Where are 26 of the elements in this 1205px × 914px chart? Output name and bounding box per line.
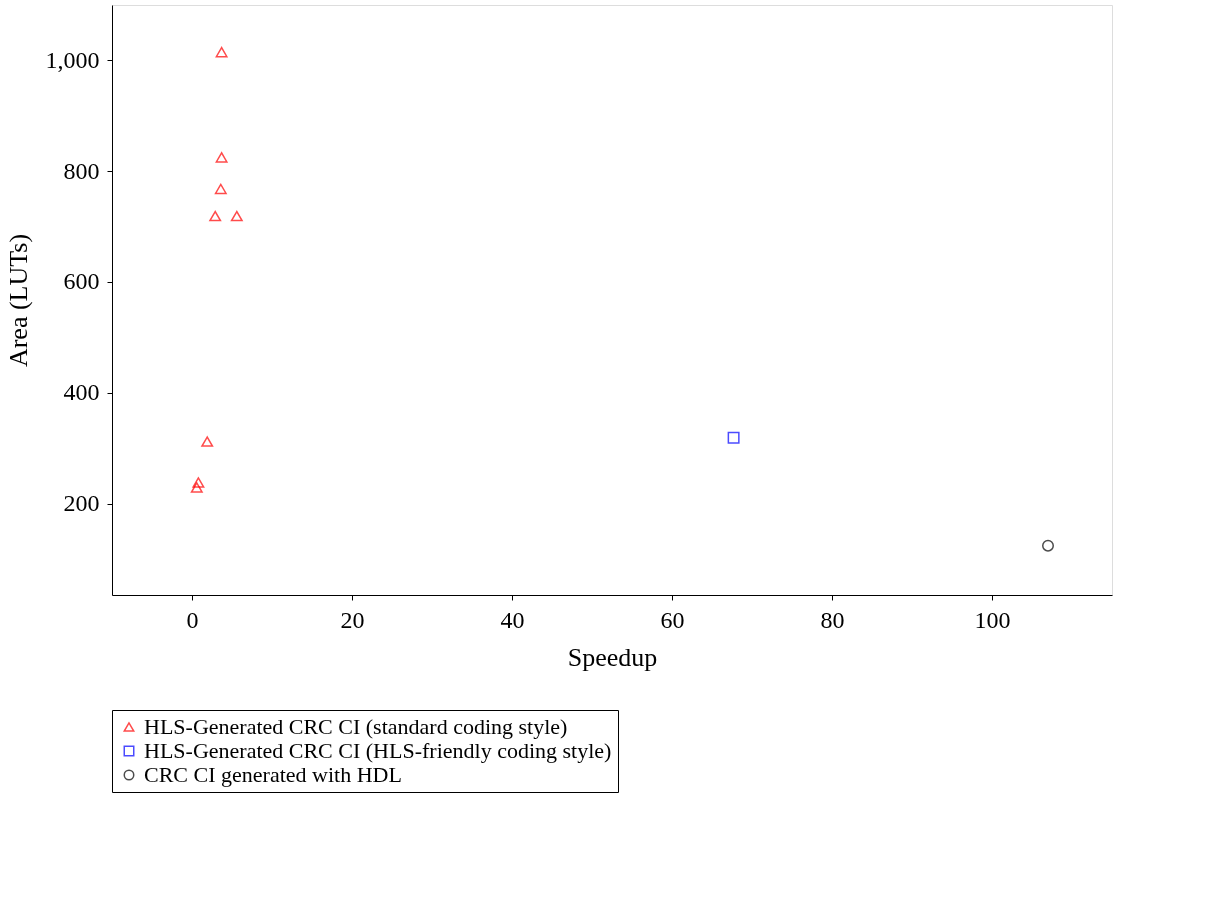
- point: [230, 210, 243, 222]
- point: [190, 482, 203, 493]
- y-tick-label: 400: [63, 379, 100, 406]
- y-axis-title: Area (LUTs): [3, 233, 33, 368]
- y-tick-label: 1,000: [45, 46, 100, 73]
- x-axis-title: Speedup: [567, 642, 658, 672]
- point: [215, 46, 228, 58]
- point: [1042, 539, 1054, 552]
- point: [201, 436, 214, 447]
- point: [192, 477, 205, 488]
- legend-label: HLS-Generated CRC CI (standard coding style): [144, 714, 568, 739]
- point: [727, 431, 740, 444]
- x-tick-label: 20: [340, 606, 365, 633]
- x-tick-label: 40: [500, 606, 525, 633]
- point: [214, 183, 227, 195]
- legend-label: HLS-Generated CRC CI (HLS-friendly coding style): [144, 738, 612, 763]
- y-tick-label: 600: [63, 268, 100, 295]
- x-tick-label: 0: [186, 606, 199, 633]
- point: [215, 152, 228, 163]
- y-tick-label: 200: [63, 490, 100, 517]
- x-tick-label: 100: [974, 606, 1011, 633]
- point: [209, 210, 222, 222]
- y-tick-label: 800: [63, 157, 100, 184]
- legend-label: CRC CI generated with HDL: [144, 762, 402, 787]
- x-tick-label: 80: [820, 606, 845, 633]
- x-tick-label: 60: [660, 606, 685, 633]
